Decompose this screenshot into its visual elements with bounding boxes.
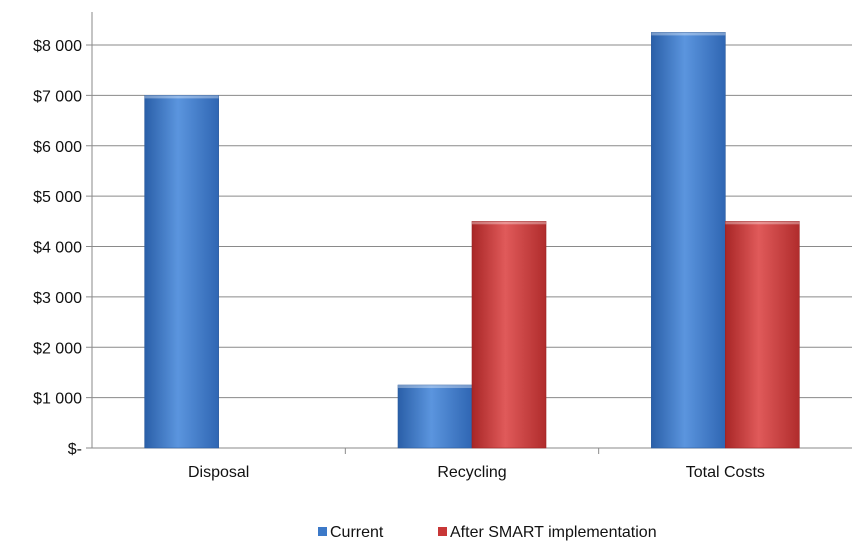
y-tick-label: $1 000 [33,391,82,408]
y-tick-label: $4 000 [33,240,82,257]
x-tick-label: Recycling [437,464,506,481]
bar-current-total-costs [651,32,726,449]
y-tick-label: $3 000 [33,290,82,307]
bar-highlight [398,385,472,389]
bar-highlight [144,95,219,99]
legend-label: Current [330,524,384,541]
x-tick-label: Disposal [188,464,249,481]
y-tick-label: $- [68,441,82,458]
legend-label: After SMART implementation [450,524,657,541]
legend-swatch-current [318,527,327,536]
bars [144,32,800,449]
bar-current-recycling [397,384,473,449]
y-tick-label: $2 000 [33,340,82,357]
bar-highlight [725,221,800,225]
y-tick-label: $6 000 [33,139,82,156]
bar-after-smart-recycling [471,221,547,449]
y-tick-label: $7 000 [33,88,82,105]
bar-current-disposal [144,95,219,449]
legend-swatch-after-smart [438,527,447,536]
legend: Current After SMART implementation [318,524,657,541]
y-tick-label: $5 000 [33,189,82,206]
bar-after-smart-total-costs [725,221,800,449]
y-tick-label: $8 000 [33,38,82,55]
x-tick-label: Total Costs [686,464,765,481]
bar-highlight [651,32,726,36]
axis-labels: $- $1 000 $2 000 $3 000 $4 000 $5 000 $6 000 $7… [33,38,765,481]
bar-highlight [472,221,546,225]
